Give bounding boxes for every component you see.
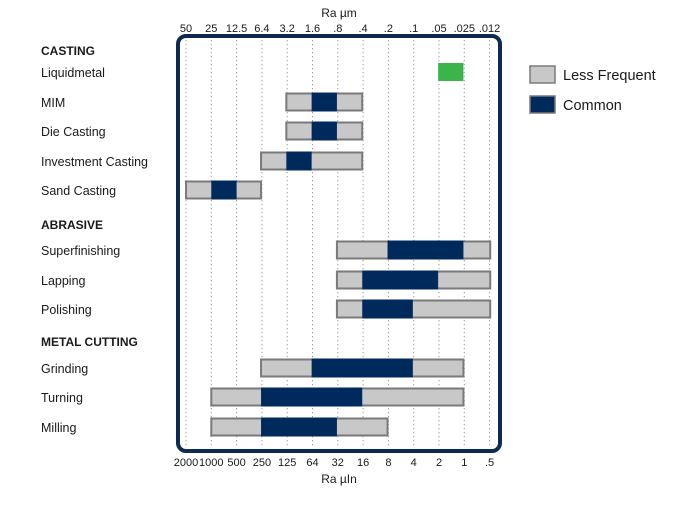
bottom-tick-label: 8 [385,457,391,469]
common-bar [311,358,413,378]
legend-swatch [529,95,556,114]
process-label: Superfinishing [41,244,120,258]
less-frequent-bar [335,299,492,319]
top-tick-label: .1 [409,23,418,35]
common-bar [311,121,337,141]
top-tick-label: 25 [205,23,217,35]
bottom-tick-label: 250 [253,457,271,469]
group-header: CASTING [41,44,95,58]
top-tick-label: 3.2 [280,23,295,35]
bottom-tick-label: 4 [411,457,417,469]
process-label: Milling [41,421,76,435]
bars [185,63,492,437]
process-label: Polishing [41,303,92,317]
special-range-bar [438,63,464,81]
top-tick-label: .4 [359,23,368,35]
group-header: ABRASIVE [41,218,103,232]
process-label: Sand Casting [41,184,116,198]
bottom-tick-label: 1000 [199,457,223,469]
top-tick-label: .025 [454,23,475,35]
common-bar [362,270,439,290]
common-bar [387,240,464,260]
bottom-tick-label: 500 [227,457,245,469]
common-bar [286,151,312,171]
common-bar [211,180,237,200]
bottom-tick-label: 64 [306,457,318,469]
group-header: METAL CUTTING [41,335,138,349]
bottom-axis-label: Ra µIn [321,472,357,486]
top-tick-label: .8 [333,23,342,35]
legend-label: Common [563,98,622,114]
row-labels: CASTING Liquidmetal MIM Die Casting Investme… [41,44,148,435]
process-label: MIM [41,96,65,110]
top-axis-ticks: 50 25 12.5 6.4 3.2 1.6 .8 .4 .2 .1 .05 .025 .012 [180,23,500,35]
top-tick-label: .012 [479,23,500,35]
common-bar [261,387,363,407]
top-tick-label: 12.5 [226,23,247,35]
common-bar [362,299,413,319]
bottom-tick-label: 125 [278,457,296,469]
top-tick-label: .05 [431,23,446,35]
chart-frame [176,34,502,453]
top-tick-label: 50 [180,23,192,35]
bottom-tick-label: 2 [436,457,442,469]
process-label: Turning [41,391,83,405]
bottom-tick-label: .5 [485,457,494,469]
process-label: Grinding [41,362,88,376]
process-label: Lapping [41,274,86,288]
top-axis-label: Ra µm [321,6,357,20]
bottom-tick-label: 32 [332,457,344,469]
bottom-tick-label: 2000 [174,457,198,469]
process-label: Investment Casting [41,155,148,169]
bottom-axis-ticks: 2000 1000 500 250 125 64 32 16 8 4 2 1 .5 [174,457,494,469]
legend-label: Less Frequent [563,68,656,84]
top-tick-label: 1.6 [305,23,320,35]
legend-swatch [529,65,556,84]
process-label: Liquidmetal [41,66,105,80]
common-bar [311,92,337,112]
legend: Less Frequent Common [529,65,656,114]
bottom-tick-label: 1 [461,457,467,469]
common-bar [261,417,337,437]
top-tick-label: 6.4 [254,23,269,35]
process-label: Die Casting [41,125,106,139]
top-tick-label: .2 [384,23,393,35]
bottom-tick-label: 16 [357,457,369,469]
